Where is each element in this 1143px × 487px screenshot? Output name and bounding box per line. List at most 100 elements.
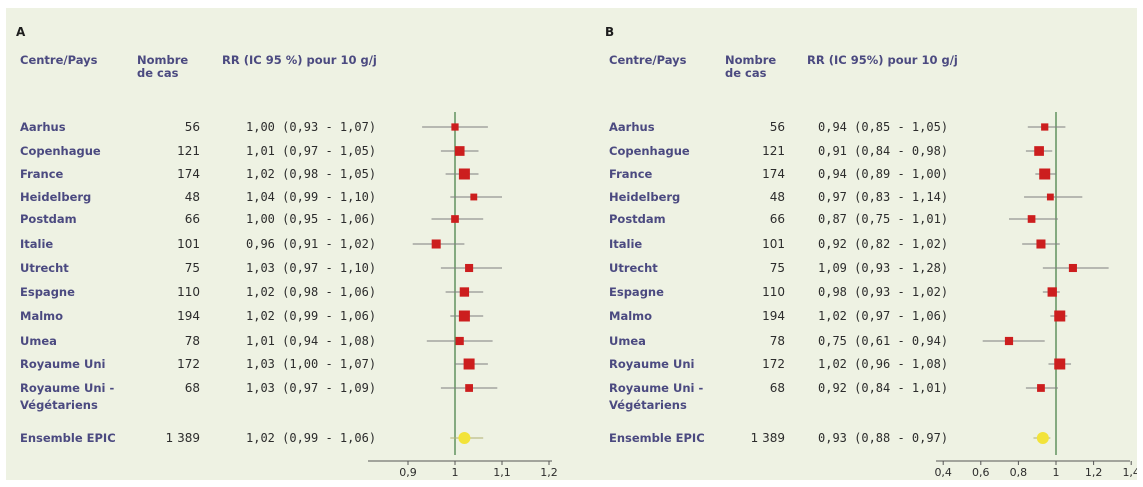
rr-column-header: RR (IC 95 %) pour 10 g/j [222,53,377,67]
rr-ci-label: 1,02 (0,98 - 1,05) [246,167,376,181]
case-count: 56 [770,120,785,134]
centre-name: Copenhague [20,144,101,158]
study-row: Malmo 194 1,02 (0,97 - 1,06) [609,309,1068,323]
x-tick-label: 1,2 [540,466,558,479]
x-tick-label: 0,8 [1010,466,1028,479]
rr-ci-label: 1,02 (0,96 - 1,08) [818,357,948,371]
centre-name: Postdam [20,212,77,226]
centre-name: Italie [609,237,642,251]
cases-header-line2: de cas [725,66,767,80]
study-row: Aarhus 56 0,94 (0,85 - 1,05) [609,120,1066,134]
centre-name: Royaume Uni [20,357,105,371]
point-estimate-marker [458,168,470,180]
rr-ci-label: 1,01 (0,94 - 1,08) [246,334,376,348]
centre-name: Malmo [20,309,63,323]
case-count: 194 [177,309,200,323]
study-row: Utrecht 75 1,09 (0,93 - 1,28) [609,261,1109,275]
rr-ci-label: 1,02 (0,99 - 1,06) [246,309,376,323]
study-row: Utrecht 75 1,03 (0,97 - 1,10) [20,261,502,275]
study-row: France 174 1,02 (0,98 - 1,05) [20,167,479,181]
point-estimate-marker [1046,193,1054,201]
point-estimate-marker [455,336,464,346]
rr-ci-label: 1,01 (0,97 - 1,05) [246,144,376,158]
case-count: 174 [177,167,200,181]
study-row: Italie 101 0,92 (0,82 - 1,02) [609,237,1060,251]
study-row: Aarhus 56 1,00 (0,93 - 1,07) [20,120,488,134]
study-row: Copenhague 121 1,01 (0,97 - 1,05) [20,144,479,158]
study-row: Royaume Uni - Végétariens 68 0,92 (0,84 - 1… [609,381,1058,412]
rr-ci-label: 0,87 (0,75 - 1,01) [818,212,948,226]
study-row: Royaume Uni - Végétariens 68 1,03 (0,97 - 1… [20,381,498,412]
centre-name: Utrecht [609,261,658,275]
centre-name: Aarhus [20,120,66,134]
centre-name: Umea [609,334,646,348]
cases-header-line1: Nombre [137,53,188,67]
centre-name: Ensemble EPIC [20,431,116,445]
rr-ci-label: 0,91 (0,84 - 0,98) [818,144,948,158]
study-row: Italie 101 0,96 (0,91 - 1,02) [20,237,465,251]
x-tick-label: 0,9 [399,466,417,479]
study-row: France 174 0,94 (0,89 - 1,00) [609,167,1056,181]
centre-name: France [609,167,653,181]
case-count: 101 [762,237,785,251]
case-count: 110 [762,285,785,299]
centre-name: Malmo [609,309,652,323]
case-count: 121 [762,144,785,158]
case-count: 75 [185,261,200,275]
cases-header-line2: de cas [137,66,179,80]
figure-panel: A Centre/Pays Nombre de cas RR (IC 95 %) pou… [6,8,1140,480]
point-estimate-marker [1034,146,1044,156]
case-count: 78 [770,334,785,348]
rr-ci-label: 1,02 (0,99 - 1,06) [246,431,376,445]
point-estimate-marker [451,215,459,223]
point-estimate-marker [1036,239,1046,249]
study-row: Copenhague 121 0,91 (0,84 - 0,98) [609,144,1053,158]
centre-name: France [20,167,64,181]
point-estimate-marker [463,358,475,370]
rr-ci-label: 0,94 (0,85 - 1,05) [818,120,948,134]
point-estimate-marker [1047,287,1057,297]
x-tick-label: 0,4 [934,466,952,479]
point-estimate-marker [458,310,470,322]
point-estimate-marker [1037,384,1045,392]
case-count: 1 389 [166,431,200,445]
rr-ci-label: 1,00 (0,93 - 1,07) [246,120,376,134]
x-tick-label: 1,2 [1085,466,1103,479]
study-row: Postdam 66 0,87 (0,75 - 1,01) [609,212,1058,226]
centre-header: Centre/Pays [20,53,98,67]
study-row: Umea 78 1,01 (0,94 - 1,08) [20,334,493,348]
rr-ci-label: 0,75 (0,61 - 0,94) [818,334,948,348]
study-row: Heidelberg 48 1,04 (0,99 - 1,10) [20,190,502,204]
summary-marker [458,432,471,444]
rr-ci-label: 1,03 (0,97 - 1,09) [246,381,376,395]
case-count: 75 [770,261,785,275]
case-count: 78 [185,334,200,348]
centre-name: Umea [20,334,57,348]
rr-ci-label: 1,03 (1,00 - 1,07) [246,357,376,371]
case-count: 110 [177,285,200,299]
rr-ci-label: 1,04 (0,99 - 1,10) [246,190,376,204]
centre-name: Espagne [20,285,75,299]
point-estimate-marker [1054,310,1066,322]
centre-name: Italie [20,237,53,251]
panel-letter: B [605,25,614,39]
case-count: 172 [177,357,200,371]
centre-name: Végétariens [609,398,687,412]
rr-ci-label: 1,09 (0,93 - 1,28) [818,261,948,275]
rr-ci-label: 0,92 (0,82 - 1,02) [818,237,948,251]
rr-ci-label: 1,02 (0,98 - 1,06) [246,285,376,299]
rr-ci-label: 1,02 (0,97 - 1,06) [818,309,948,323]
rr-ci-label: 0,96 (0,91 - 1,02) [246,237,376,251]
case-count: 66 [185,212,200,226]
x-tick-label: 1 [452,466,459,479]
study-row: Postdam 66 1,00 (0,95 - 1,06) [20,212,484,226]
case-count: 48 [770,190,785,204]
rr-ci-label: 0,97 (0,83 - 1,14) [818,190,948,204]
rr-ci-label: 0,93 (0,88 - 0,97) [818,431,948,445]
panel-letter: A [16,25,26,39]
case-count: 48 [185,190,200,204]
point-estimate-marker [459,287,470,297]
point-estimate-marker [431,239,441,249]
study-row: Royaume Uni 172 1,02 (0,96 - 1,08) [609,357,1072,371]
